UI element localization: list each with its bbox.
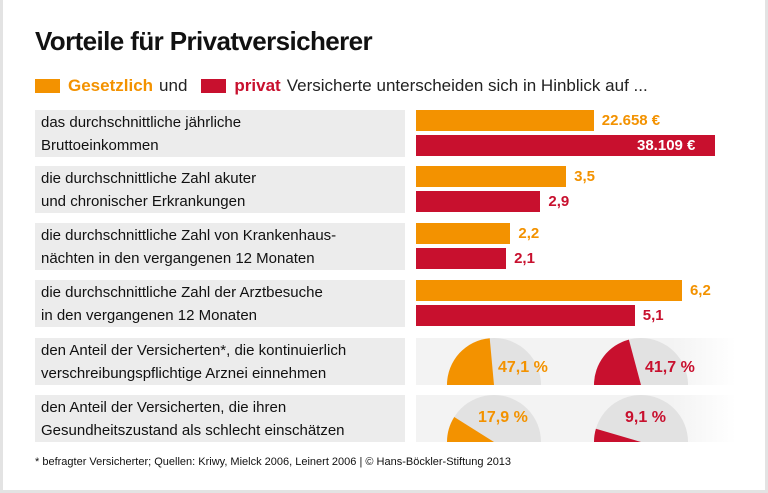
- row-label-line: nächten in den vergangenen 12 Monaten: [41, 250, 315, 267]
- legend-swatch-gesetzlich: [35, 79, 60, 93]
- value-label: 5,1: [642, 307, 664, 324]
- value-label: 38.109 €: [637, 137, 696, 154]
- row-label-line: die durchschnittliche Zahl von Krankenha…: [41, 227, 337, 244]
- legend-und: und: [159, 76, 188, 95]
- row-label-line: Bruttoeinkommen: [41, 137, 159, 154]
- pie-slice-gesetzlich: [447, 338, 494, 385]
- bar-privat: [416, 305, 635, 326]
- row-label-line: den Anteil der Versicherten*, die kontin…: [41, 342, 347, 359]
- bar-gesetzlich: [416, 280, 682, 301]
- bar-privat: [416, 135, 715, 156]
- bar-privat: [416, 248, 507, 269]
- pie-value-label: 41,7 %: [645, 359, 695, 376]
- row-label: die durchschnittliche Zahl der Arztbesuc…: [35, 280, 405, 327]
- chart-title: Vorteile für Privatversicherer: [35, 26, 373, 56]
- row-label-line: das durchschnittliche jährliche: [41, 114, 242, 131]
- legend-gesetzlich: Gesetzlich: [68, 76, 154, 95]
- pie-value-label: 17,9 %: [478, 409, 528, 426]
- row-label-line: und chronischer Erkrankungen: [41, 193, 246, 210]
- pie-value-label: 9,1 %: [625, 409, 666, 426]
- bar-gesetzlich: [416, 166, 567, 187]
- pie-slice-gesetzlich: [447, 416, 494, 442]
- value-label: 3,5: [574, 168, 595, 185]
- bar-gesetzlich: [416, 110, 594, 131]
- row-label: den Anteil der Versicherten*, die kontin…: [35, 338, 405, 385]
- row-label-line: verschreibungspflichtige Arznei einnehme…: [41, 365, 327, 382]
- row-label: das durchschnittliche jährliche Bruttoein…: [35, 110, 405, 157]
- legend-rest: Versicherte unterscheiden sich in Hinbli…: [286, 76, 648, 95]
- pie-slice-privat: [594, 428, 641, 442]
- row-label-line: Gesundheitszustand als schlecht einschät…: [41, 422, 345, 439]
- value-label: 22.658 €: [601, 112, 661, 129]
- pie-value-label: 47,1 %: [498, 359, 548, 376]
- row-label-line: die durchschnittliche Zahl akuter: [41, 170, 257, 187]
- value-label: 2,1: [514, 250, 535, 267]
- legend-swatch-privat: [201, 79, 227, 93]
- row-label: den Anteil der Versicherten, die ihren Ge…: [35, 395, 405, 442]
- legend: Gesetzlich und privat Versicherte unters…: [35, 76, 648, 96]
- legend-privat: privat: [234, 76, 281, 95]
- footer-source: * befragter Versicherter; Quellen: Kriwy…: [35, 456, 512, 468]
- bar-gesetzlich: [416, 223, 511, 244]
- value-label: 2,9: [548, 193, 570, 210]
- pie-rest: [594, 395, 688, 442]
- row-label-line: den Anteil der Versicherten, die ihren: [41, 399, 287, 416]
- value-label: 6,2: [689, 282, 711, 299]
- pie-slice-privat: [594, 339, 641, 385]
- bar-privat: [416, 191, 541, 212]
- row-label-line: in den vergangenen 12 Monaten: [41, 307, 258, 324]
- value-label: 2,2: [518, 225, 540, 242]
- row-label: die durchschnittliche Zahl von Krankenha…: [35, 223, 405, 270]
- row-label: die durchschnittliche Zahl akuter und chr…: [35, 166, 405, 213]
- row-label-line: die durchschnittliche Zahl der Arztbesuc…: [41, 284, 323, 301]
